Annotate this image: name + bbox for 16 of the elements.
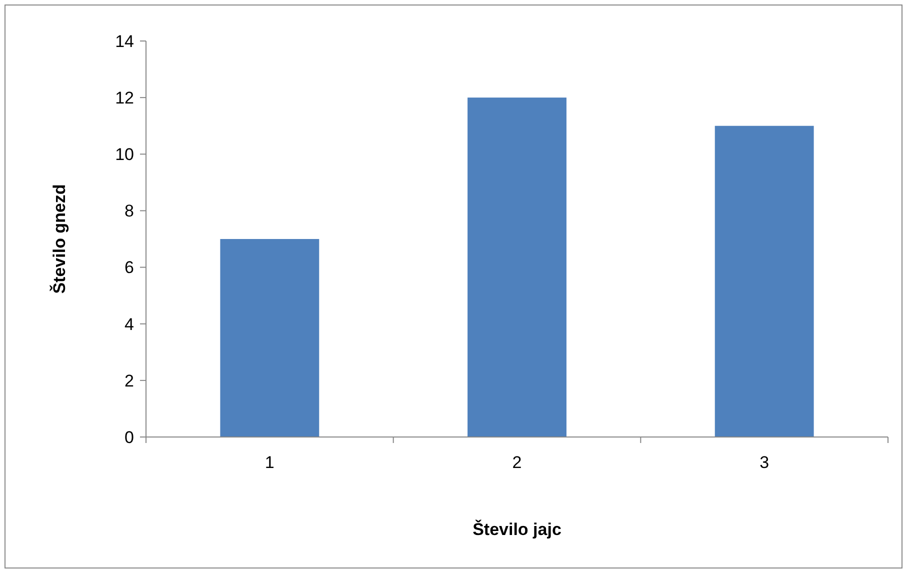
x-tick-label: 1 [264,453,274,472]
bar [468,98,566,437]
y-tick-label: 2 [124,371,134,390]
bar [220,239,320,437]
bar [714,126,814,437]
y-tick-label: 10 [115,145,134,164]
y-tick-label: 0 [124,428,134,447]
y-tick-label: 14 [115,32,134,51]
x-axis-title: Število jajc [472,519,562,539]
y-tick-label: 12 [115,88,134,108]
y-axis-title: Število gnezd [49,184,69,294]
y-tick-label: 8 [124,202,134,221]
x-tick-label: 3 [760,453,770,472]
y-tick-label: 4 [124,314,134,334]
x-tick-label: 2 [512,453,522,472]
y-tick-label: 6 [124,258,134,278]
